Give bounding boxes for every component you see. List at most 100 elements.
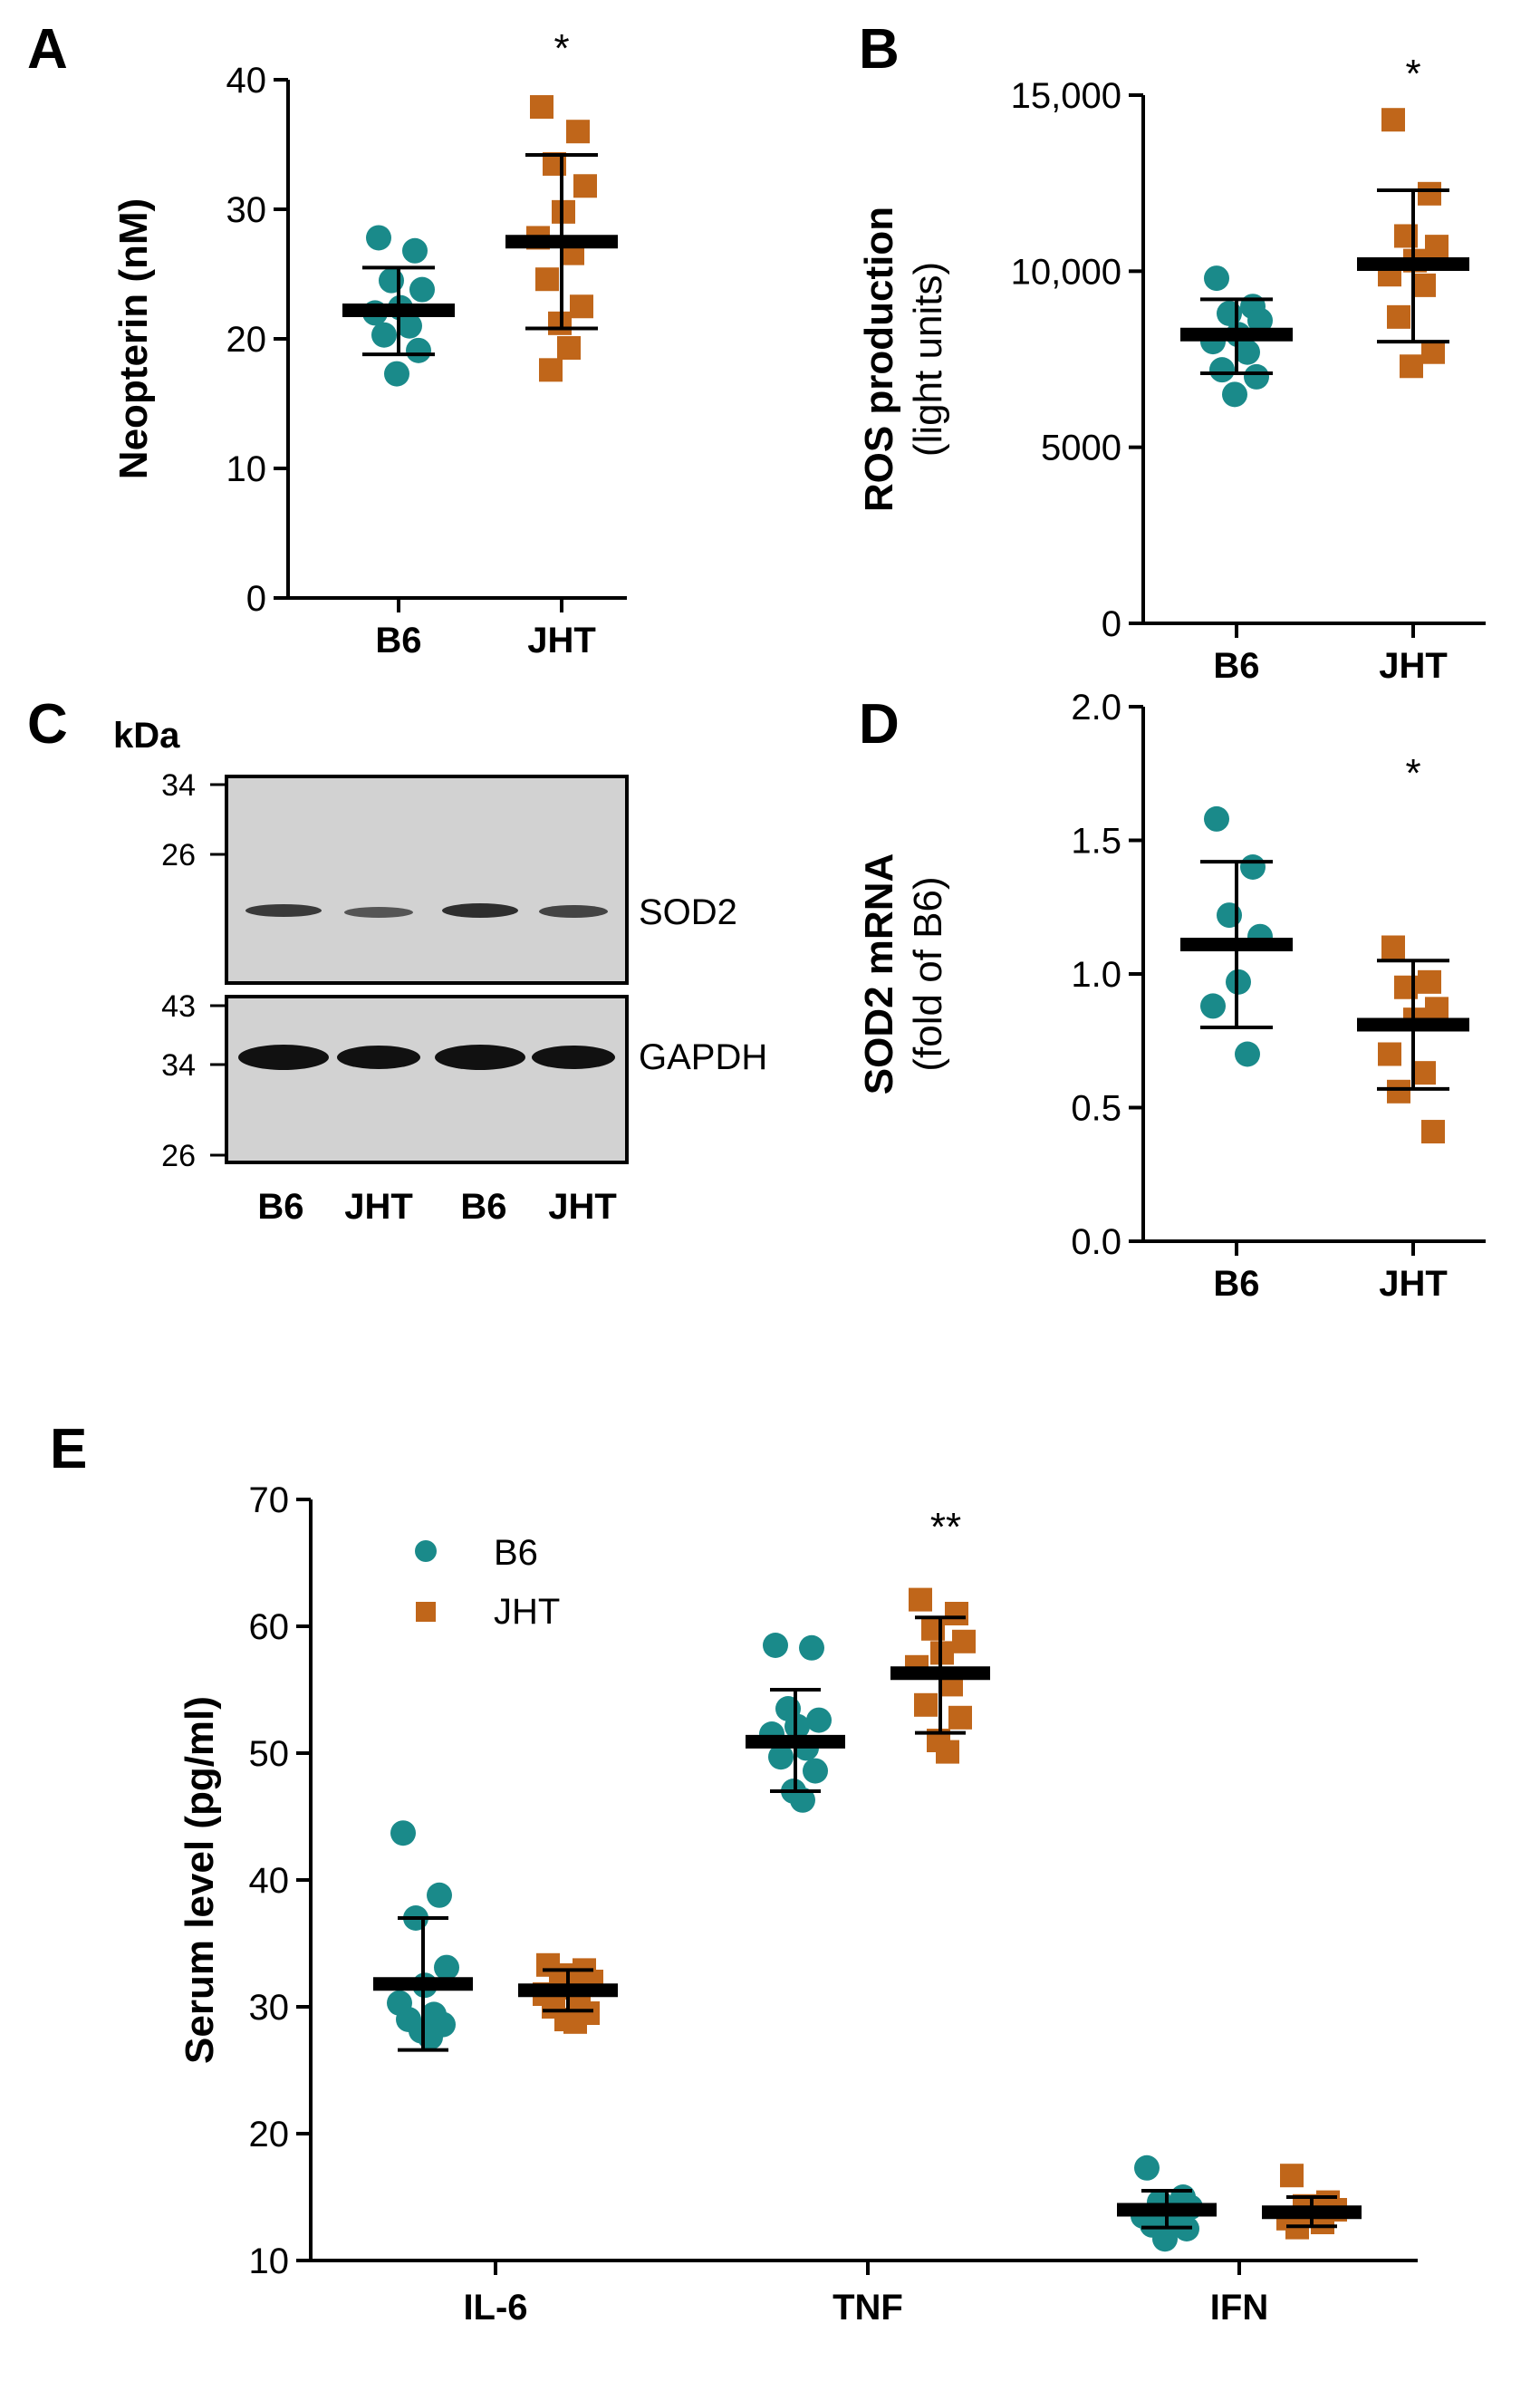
marker-label: 43: [161, 989, 196, 1024]
x-tick-label: B6: [1213, 1264, 1259, 1304]
marker-label: 26: [161, 838, 196, 872]
y-tick-label: 10,000: [1011, 252, 1121, 292]
jht-point: [1418, 969, 1441, 994]
y-tick-label: 1.0: [1071, 955, 1121, 995]
b6-point: [1209, 357, 1235, 383]
y-axis-subtitle: (light units): [906, 262, 950, 457]
b6-tnf-point: [803, 1758, 828, 1784]
legend-marker-jht: [416, 1602, 436, 1622]
jht-point: [1400, 354, 1423, 379]
gapdh-band: [337, 1046, 420, 1069]
b6-point: [1235, 339, 1260, 365]
b6-ifn-point: [1134, 2154, 1160, 2181]
y-tick-label: 50: [249, 1734, 290, 1774]
b6-point: [1235, 1041, 1260, 1067]
b6-point: [1204, 805, 1229, 832]
lane-label: B6: [460, 1187, 506, 1227]
sod2-blot: [225, 775, 629, 985]
significance-marker: **: [930, 1505, 961, 1549]
b6-point: [384, 361, 409, 387]
marker-label: 34: [161, 1048, 196, 1083]
b6-point: [409, 276, 435, 303]
b6-point: [1244, 363, 1269, 390]
legend-marker-b6: [415, 1540, 437, 1562]
jht-point: [530, 95, 553, 120]
b6-tnf-point: [763, 1633, 788, 1658]
y-tick-label: 2.0: [1071, 688, 1121, 728]
panel-label-e: E: [50, 1418, 87, 1480]
sod2-band: [539, 905, 608, 918]
jht-point: [1418, 181, 1441, 206]
y-axis-title: Serum level (pg/ml): [178, 1696, 222, 2064]
y-tick-label: 40: [226, 61, 267, 101]
jht-point: [1387, 1079, 1410, 1104]
x-tick-label: B6: [375, 621, 421, 660]
y-tick-label: 60: [249, 1607, 290, 1647]
b6-point: [402, 237, 428, 264]
y-tick-label: 20: [249, 2115, 290, 2154]
gapdh-band: [532, 1046, 615, 1069]
y-tick-label: 70: [249, 1480, 290, 1520]
x-tick-label: JHT: [527, 621, 596, 660]
jht-point: [1387, 304, 1410, 329]
jht-tnf-point: [936, 1740, 959, 1764]
gapdh-label: GAPDH: [639, 1037, 767, 1077]
b6-point: [371, 322, 397, 348]
x-tick-label: JHT: [1379, 1264, 1448, 1304]
y-axis-subtitle: (fold of B6): [906, 876, 950, 1071]
gapdh-band: [435, 1045, 525, 1070]
jht-point: [1378, 1042, 1401, 1066]
b6-il-6-point: [434, 1954, 459, 1981]
significance-marker: *: [1405, 751, 1420, 795]
panel-c-western-blot: kDa 34 26 SOD2 43 34 26 GAPDH B6 JHT B6 …: [113, 716, 767, 1227]
jht-point: [535, 267, 559, 292]
panel-label-c: C: [27, 693, 68, 756]
panel-a-neopterin-chart: 0 10 20 30 40 B6 JHT * Neopterin (nM): [111, 26, 627, 660]
b6-point: [1247, 307, 1273, 333]
y-tick-label: 30: [226, 190, 267, 230]
marker-label: 34: [161, 768, 196, 803]
lane-label: B6: [257, 1187, 303, 1227]
y-tick-label: 10: [226, 449, 267, 489]
b6-point: [397, 313, 422, 339]
significance-marker: *: [1405, 52, 1420, 96]
jht-point: [1425, 997, 1449, 1021]
b6-il-6-point: [390, 1820, 416, 1846]
jht-point: [1381, 935, 1405, 959]
jht-point: [539, 358, 563, 382]
jht-point: [566, 120, 590, 144]
y-tick-label: 0: [1102, 604, 1121, 644]
sod2-band: [245, 904, 322, 917]
marker-label: 26: [161, 1139, 196, 1173]
sod2-band: [442, 903, 518, 918]
jht-tnf-point: [945, 1602, 968, 1625]
y-tick-label: 40: [249, 1861, 290, 1901]
y-tick-label: 0: [246, 579, 266, 619]
jht-point: [557, 336, 581, 361]
b6-point: [366, 225, 391, 251]
b6-point: [1222, 381, 1247, 408]
jht-ifn-point: [1280, 2164, 1304, 2188]
b6-point: [1240, 854, 1266, 880]
y-tick-label: 5000: [1041, 429, 1121, 468]
x-tick-label: TNF: [833, 2288, 903, 2328]
jht-tnf-point: [948, 1705, 972, 1730]
sod2-band: [344, 907, 413, 918]
b6-ifn-point: [1152, 2226, 1178, 2252]
gapdh-blot: [225, 995, 629, 1164]
panel-b-ros-chart: 0 5000 10,000 15,000 B6 JHT * ROS production (li…: [857, 52, 1486, 686]
panel-label-a: A: [27, 18, 68, 81]
panel-label-b: B: [859, 18, 900, 81]
panel-e-serum-chart: 10 20 30 40 50 60 70 IL-6 TNF ** IFN B6 JHT Serum lev…: [178, 1480, 1418, 2328]
x-tick-label: IL-6: [463, 2288, 527, 2328]
lane-label: JHT: [344, 1187, 413, 1227]
y-tick-label: 10: [249, 2241, 290, 2281]
y-tick-label: 30: [249, 1988, 290, 2028]
jht-point: [1425, 235, 1449, 259]
legend-label-b6: B6: [494, 1533, 538, 1573]
jht-point: [573, 174, 597, 198]
sod2-label: SOD2: [639, 892, 737, 932]
lane-label: JHT: [548, 1187, 617, 1227]
gapdh-band: [238, 1045, 329, 1070]
